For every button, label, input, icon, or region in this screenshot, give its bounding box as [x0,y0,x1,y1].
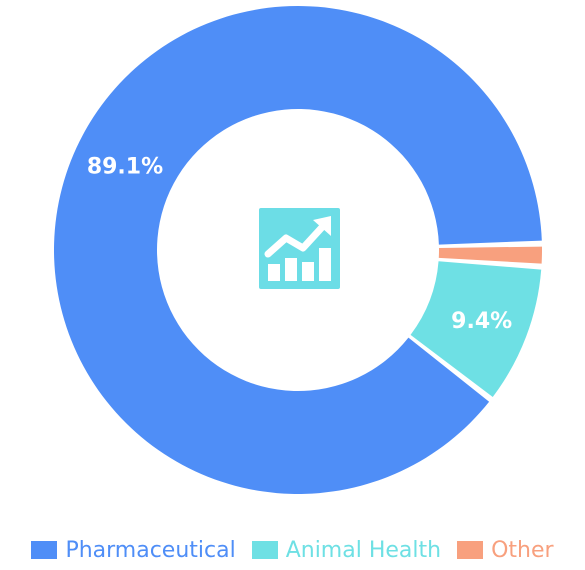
slice-animal-health[interactable] [410,261,542,397]
donut-chart: 89.1% 9.4% [53,5,542,494]
legend-swatch-pharmaceutical [31,541,58,559]
chart-growth-icon [259,208,340,289]
data-labels: 89.1% 9.4% [87,155,512,334]
legend: Pharmaceutical Animal Health Other [0,532,585,568]
legend-item-other[interactable]: Other [457,537,554,563]
legend-item-pharmaceutical[interactable]: Pharmaceutical [31,537,236,563]
slice-pharmaceutical[interactable] [53,5,542,494]
legend-label-pharmaceutical: Pharmaceutical [65,537,236,563]
slice-other[interactable] [438,246,542,264]
legend-label-other: Other [491,537,554,563]
legend-item-animal-health[interactable]: Animal Health [251,537,442,563]
legend-label-animal-health: Animal Health [285,537,442,563]
data-label-pharmaceutical: 89.1% [87,155,163,180]
legend-swatch-other [457,541,484,559]
legend-swatch-animal-health [251,541,278,559]
donut-slices [53,5,542,494]
data-label-animal-health: 9.4% [451,309,512,334]
